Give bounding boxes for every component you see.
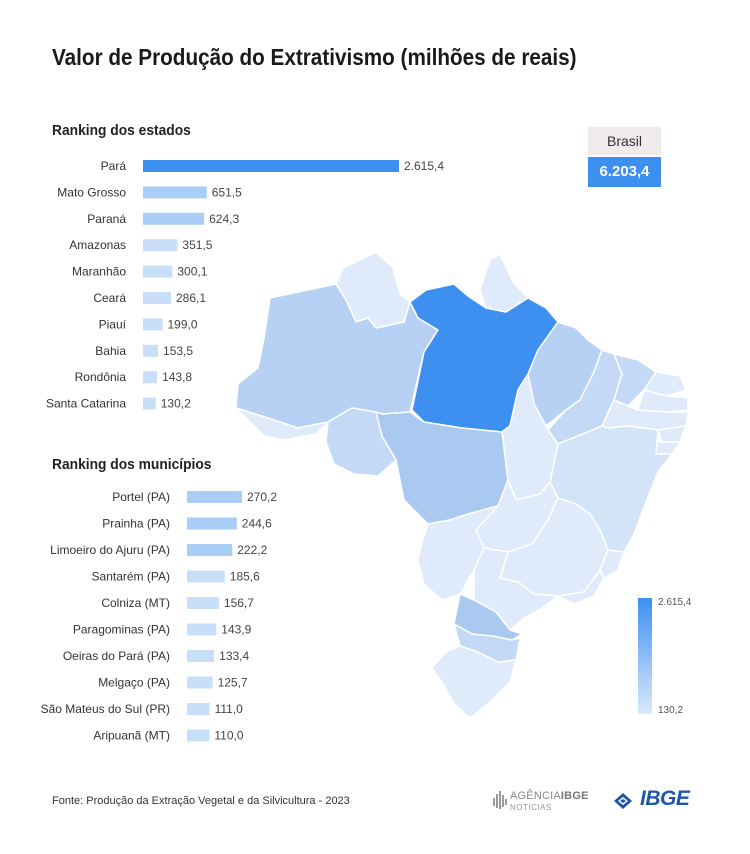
agencia-logo-text-b: IBGE: [560, 790, 589, 802]
state-value-bahia: 153,5: [163, 344, 193, 358]
state-bar-para: [143, 160, 399, 172]
municipality-label-melgaco-pa: Melgaço (PA): [98, 676, 170, 690]
state-label-amazonas: Amazonas: [69, 238, 126, 252]
municipality-bar-limoeiro-do-ajuru-pa: [187, 544, 233, 556]
municipality-label-paragominas-pa: Paragominas (PA): [73, 623, 170, 637]
state-label-parana: Paraná: [87, 212, 126, 226]
map-state-acre: [235, 407, 329, 441]
state-value-amazonas: 351,5: [182, 238, 212, 252]
map-state-rn: [643, 371, 687, 397]
map-state-rio-grande-do-sul: [431, 645, 517, 719]
municipality-label-aripuana-mt: Aripuanã (MT): [93, 729, 170, 743]
state-value-mato-grosso: 651,5: [212, 185, 242, 199]
state-value-para: 2.615,4: [404, 159, 444, 173]
legend-min-label: 130,2: [658, 705, 684, 716]
municipality-label-portel-pa: Portel (PA): [112, 490, 170, 504]
municipality-bar-aripuana-mt: [187, 729, 210, 742]
state-label-rondonia: Rondônia: [75, 370, 127, 384]
municipalities-ranking-title: Ranking dos municípios: [52, 456, 212, 473]
municipality-value-oeiras-do-para-pa: 133,4: [219, 649, 249, 663]
state-label-mato-grosso: Mato Grosso: [57, 185, 126, 199]
map-state-ceara: [613, 353, 657, 407]
municipality-bar-sao-mateus-do-sul-pr: [187, 703, 210, 715]
state-bar-parana: [143, 212, 205, 225]
municipality-label-sao-mateus-do-sul-pr: São Mateus do Sul (PR): [41, 702, 170, 716]
municipality-label-oeiras-do-para-pa: Oeiras do Pará (PA): [63, 649, 170, 663]
municipality-value-melgaco-pa: 125,7: [218, 676, 248, 690]
state-value-ceara: 286,1: [176, 291, 206, 305]
brazil-map: [235, 251, 689, 719]
source-note: Fonte: Produção da Extração Vegetal e da…: [52, 795, 350, 807]
municipality-label-limoeiro-do-ajuru-pa: Limoeiro do Ajuru (PA): [50, 543, 170, 557]
ibge-logo: IBGE: [610, 787, 702, 815]
municipality-value-sao-mateus-do-sul-pr: 111,0: [215, 702, 244, 716]
legend-gradient: [638, 598, 652, 714]
municipality-bar-paragominas-pa: [187, 623, 217, 636]
state-label-bahia: Bahia: [95, 344, 126, 358]
states-bars: Pará 2.615,4 Mato Grosso 651,5 Paraná 624,3 Am…: [46, 159, 444, 411]
state-bar-piaui: [143, 318, 163, 331]
agencia-logo-subtext: NOTÍCIAS: [510, 803, 552, 812]
municipality-value-prainha-pa: 244,6: [242, 517, 272, 531]
brasil-total-value: 6.203,4: [588, 157, 661, 187]
state-label-para: Pará: [101, 159, 127, 173]
municipality-value-limoeiro-do-ajuru-pa: 222,2: [237, 543, 267, 557]
state-bar-santa-catarina: [143, 397, 156, 410]
ibge-logo-text: IBGE: [640, 787, 690, 810]
municipality-value-portel-pa: 270,2: [247, 490, 277, 504]
state-bar-maranhao: [143, 265, 173, 278]
states-ranking-title: Ranking dos estados: [52, 122, 191, 139]
state-label-piaui: Piauí: [99, 317, 127, 331]
ibge-logo-icon: [614, 793, 632, 809]
municipality-label-colniza-mt: Colniza (MT): [101, 596, 170, 610]
state-value-maranhao: 300,1: [177, 265, 207, 279]
state-bar-rondonia: [143, 371, 158, 384]
agencia-ibge-logo: AGÊNCIAIBGE NOTÍCIAS: [492, 788, 592, 816]
municipality-label-prainha-pa: Prainha (PA): [102, 517, 170, 531]
agencia-logo-text: AGÊNCIAIBGE: [510, 790, 589, 802]
legend-max-label: 2.615,4: [658, 597, 692, 608]
municipality-value-colniza-mt: 156,7: [224, 596, 254, 610]
brasil-label: Brasil: [588, 127, 661, 155]
state-label-santa-catarina: Santa Catarina: [46, 397, 126, 411]
agencia-logo-text-a: AGÊNCIA: [510, 790, 561, 802]
state-label-ceara: Ceará: [93, 291, 126, 305]
chart-title: Valor de Produção do Extrativismo (milhõ…: [52, 44, 577, 70]
municipality-bar-colniza-mt: [187, 597, 219, 609]
state-value-santa-catarina: 130,2: [161, 397, 191, 411]
state-bar-ceara: [143, 292, 172, 304]
municipality-value-aripuana-mt: 110,0: [214, 729, 243, 743]
color-legend: 2.615,4 130,2: [638, 597, 718, 718]
map-state-espirito-santo: [599, 549, 625, 579]
state-value-piaui: 199,0: [167, 317, 197, 331]
state-bar-bahia: [143, 344, 159, 357]
municipality-bar-melgaco-pa: [187, 676, 213, 689]
brasil-total-box: Brasil 6.203,4: [588, 127, 661, 187]
municipality-value-paragominas-pa: 143,9: [221, 623, 251, 637]
municipality-bar-prainha-pa: [187, 517, 237, 530]
map-state-rio-de-janeiro: [557, 569, 605, 605]
map-state-amazonas: [235, 283, 439, 429]
state-bar-amazonas: [143, 239, 178, 252]
state-bar-mato-grosso: [143, 186, 207, 199]
municipality-label-santarem-pa: Santarém (PA): [92, 570, 170, 584]
agencia-logo-icon: [493, 791, 507, 809]
municipality-bar-portel-pa: [187, 491, 242, 503]
state-label-maranhao: Maranhão: [72, 265, 126, 279]
municipality-bar-santarem-pa: [187, 570, 225, 583]
state-value-parana: 624,3: [209, 212, 239, 226]
municipality-bar-oeiras-do-para-pa: [187, 650, 215, 662]
state-value-rondonia: 143,8: [162, 370, 192, 384]
municipality-value-santarem-pa: 185,6: [230, 570, 260, 584]
municipalities-bars: Portel (PA) 270,2 Prainha (PA) 244,6 Limoeir…: [41, 490, 278, 743]
